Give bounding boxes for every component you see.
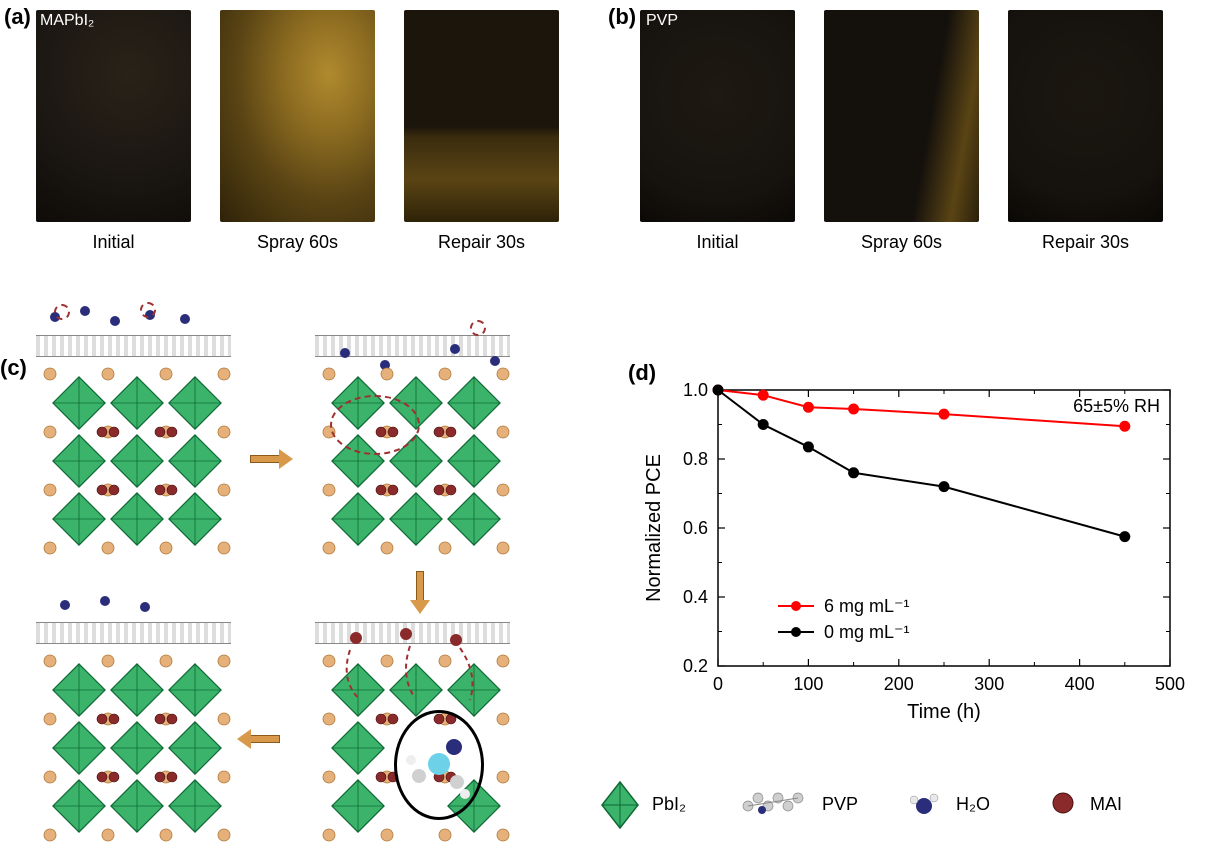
svg-text:Time (h): Time (h) <box>907 701 981 723</box>
svg-text:6 mg mL⁻¹: 6 mg mL⁻¹ <box>824 596 910 616</box>
svg-text:65±5% RH: 65±5% RH <box>1073 396 1160 416</box>
svg-text:400: 400 <box>1065 674 1095 694</box>
panel-label-b: (b) <box>608 4 636 30</box>
caption-a-repair: Repair 30s <box>404 232 559 253</box>
dash-ellipse-2 <box>330 395 420 455</box>
panel-label-a: (a) <box>4 4 31 30</box>
crystal-stage-1 <box>36 360 236 570</box>
svg-text:100: 100 <box>793 674 823 694</box>
svg-text:0.6: 0.6 <box>683 518 708 538</box>
legend-label-pbi2: PbI₂ <box>652 794 686 815</box>
caption-b-initial: Initial <box>640 232 795 253</box>
legend-icon-pvp <box>740 788 810 818</box>
caption-a-initial: Initial <box>36 232 191 253</box>
legend-icon-pbi2 <box>600 780 640 830</box>
sample-a-repair <box>404 10 559 222</box>
caption-b-spray: Spray 60s <box>824 232 979 253</box>
pvp-chain-1 <box>36 335 231 357</box>
caption-a-spray: Spray 60s <box>220 232 375 253</box>
svg-text:0.2: 0.2 <box>683 656 708 676</box>
legend-label-h2o: H₂O <box>956 794 990 815</box>
svg-text:1.0: 1.0 <box>683 380 708 400</box>
sample-a-initial <box>36 10 191 222</box>
arrow-c-2 <box>416 571 424 601</box>
sample-b-spray <box>824 10 979 222</box>
svg-text:Normalized PCE: Normalized PCE <box>643 454 665 602</box>
legend-label-pvp: PVP <box>822 794 858 815</box>
crystal-stage-4 <box>36 647 236 857</box>
chart-normalized-pce: 0 100 200 300 400 500 0.2 0.4 0.6 0.8 1.0 Time (h) N… <box>640 370 1190 730</box>
legend-icon-mai <box>1050 790 1076 816</box>
panel-label-c: (c) <box>0 355 27 381</box>
svg-text:0 mg mL⁻¹: 0 mg mL⁻¹ <box>824 622 910 642</box>
dashed-return-arrows <box>320 640 500 720</box>
svg-text:0.4: 0.4 <box>683 587 708 607</box>
svg-text:0.8: 0.8 <box>683 449 708 469</box>
svg-text:300: 300 <box>974 674 1004 694</box>
svg-text:500: 500 <box>1155 674 1185 694</box>
sample-a-spray <box>220 10 375 222</box>
inner-label-b: PVP <box>646 12 678 30</box>
pvp-chain-4 <box>36 622 231 644</box>
arrow-c-1 <box>250 455 280 463</box>
sample-b-repair <box>1008 10 1163 222</box>
crystal-stage-2 <box>315 360 515 570</box>
legend-label-mai: MAI <box>1090 794 1122 815</box>
arrow-c-3 <box>250 735 280 743</box>
sample-b-initial <box>640 10 795 222</box>
caption-b-repair: Repair 30s <box>1008 232 1163 253</box>
legend-icon-h2o <box>910 788 946 818</box>
inner-label-a: MAPbI₂ <box>40 12 94 30</box>
svg-text:200: 200 <box>884 674 914 694</box>
svg-text:0: 0 <box>713 674 723 694</box>
